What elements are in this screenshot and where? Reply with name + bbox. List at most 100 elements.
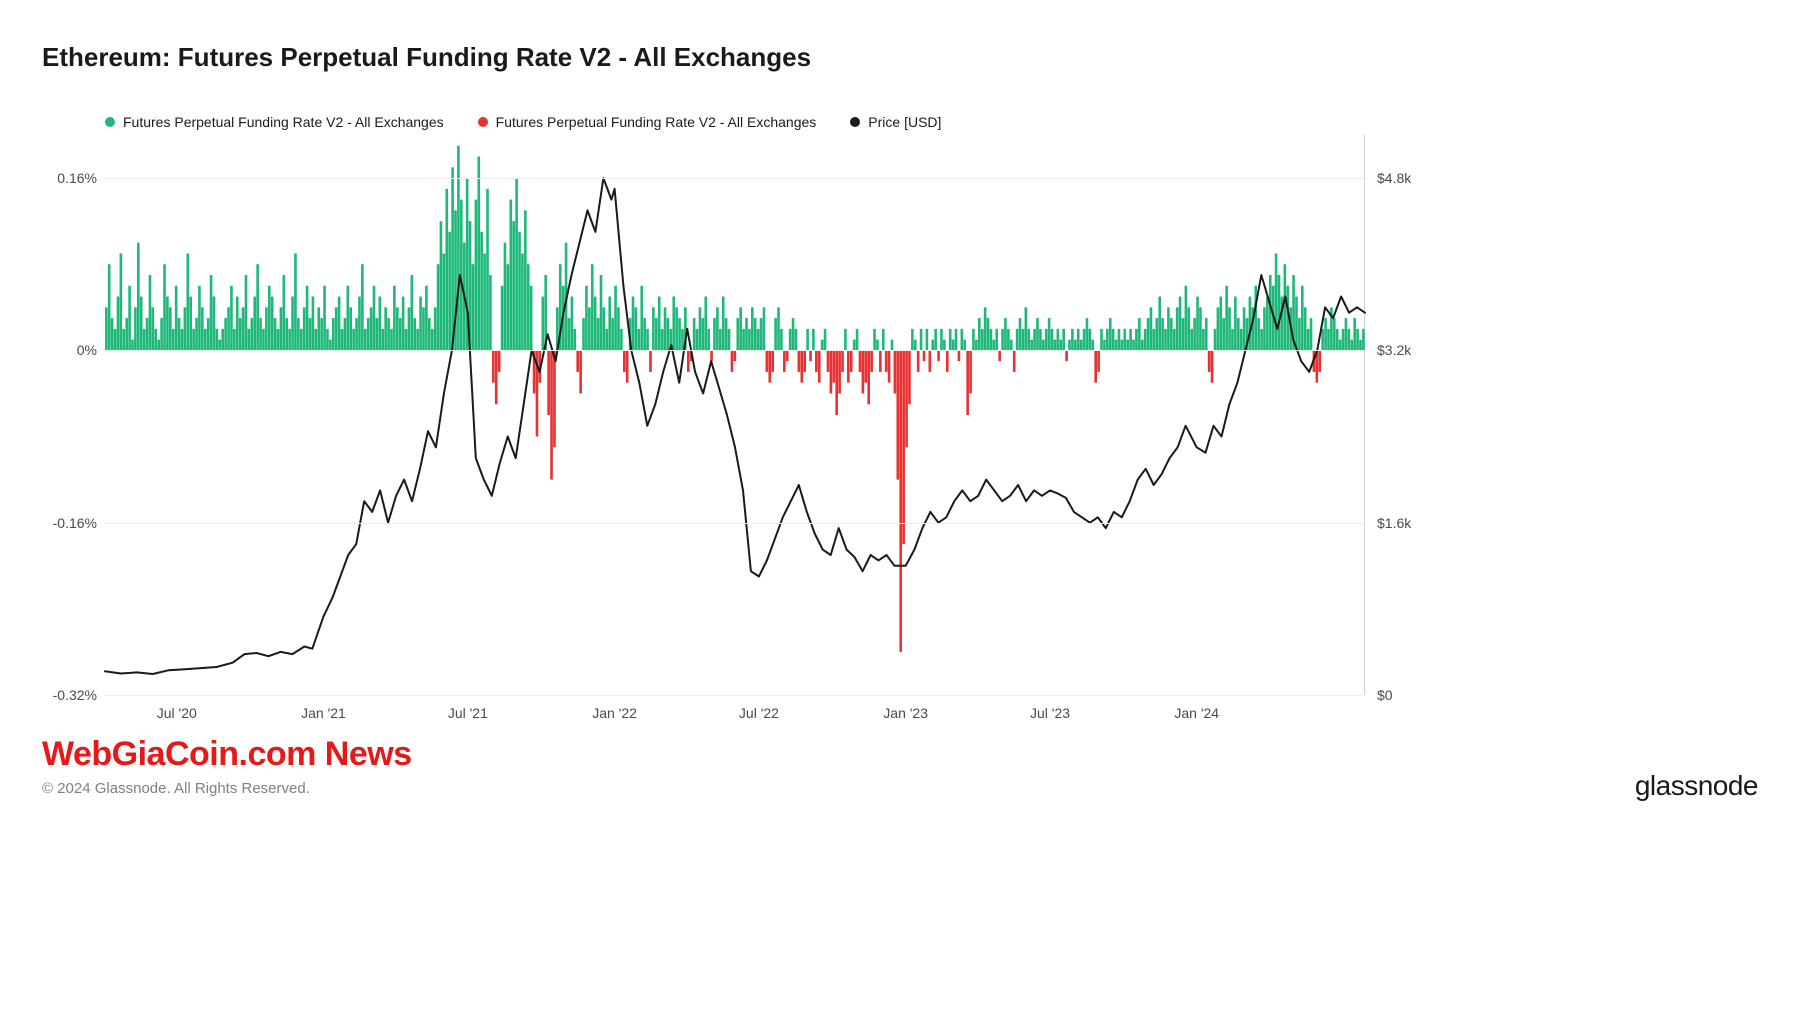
funding-bar <box>1045 329 1048 351</box>
funding-bar <box>795 329 798 351</box>
funding-bar <box>175 286 178 351</box>
funding-bar <box>192 329 195 351</box>
funding-bar <box>1068 340 1071 351</box>
funding-bar <box>1109 318 1112 350</box>
funding-bar <box>291 297 294 351</box>
funding-bar <box>1004 318 1007 350</box>
funding-bar <box>1025 307 1028 350</box>
funding-bar <box>413 318 416 350</box>
funding-bar <box>594 297 597 351</box>
funding-bar <box>262 329 265 351</box>
funding-bar <box>477 157 480 351</box>
funding-bar <box>344 318 347 350</box>
funding-bar <box>1132 340 1135 351</box>
chart-title: Ethereum: Futures Perpetual Funding Rate… <box>42 42 811 73</box>
funding-bar <box>166 297 169 351</box>
funding-bar <box>122 329 125 351</box>
funding-bar <box>972 329 975 351</box>
funding-bar <box>984 307 987 350</box>
funding-bar <box>859 350 862 372</box>
funding-bar <box>184 307 187 350</box>
funding-bar <box>574 329 577 351</box>
funding-bar <box>181 329 184 351</box>
y-axis-right-label: $0 <box>1377 687 1393 703</box>
funding-bar <box>1173 329 1176 351</box>
funding-bar <box>675 307 678 350</box>
funding-bar <box>824 329 827 351</box>
funding-bar <box>480 232 483 350</box>
funding-bar <box>1214 329 1217 351</box>
funding-bar <box>501 286 504 351</box>
funding-bar <box>367 318 370 350</box>
y-axis-right-label: $4.8k <box>1377 170 1411 186</box>
funding-bar <box>280 307 283 350</box>
y-axis-left-label: -0.16% <box>47 515 97 531</box>
funding-bar <box>696 329 699 351</box>
funding-bar <box>1249 297 1252 351</box>
funding-bar <box>888 350 891 382</box>
funding-bar <box>1304 307 1307 350</box>
funding-bar <box>146 318 149 350</box>
funding-bar <box>1179 297 1182 351</box>
funding-bar <box>172 329 175 351</box>
funding-bar <box>547 350 550 415</box>
funding-bar <box>338 297 341 351</box>
funding-bar <box>873 329 876 351</box>
funding-bar <box>157 340 160 351</box>
funding-bar <box>285 318 288 350</box>
funding-bar <box>1327 329 1330 351</box>
funding-bar <box>713 318 716 350</box>
funding-bar <box>411 275 414 350</box>
funding-bar <box>710 350 713 361</box>
funding-bar <box>1275 253 1278 350</box>
funding-bar <box>739 307 742 350</box>
funding-bar <box>771 350 774 372</box>
funding-bar <box>905 350 908 447</box>
funding-bar <box>489 275 492 350</box>
funding-bar <box>1007 329 1010 351</box>
funding-bar <box>809 350 812 361</box>
funding-bar <box>1106 329 1109 351</box>
funding-bar <box>486 189 489 351</box>
funding-bar <box>315 329 318 351</box>
funding-bar <box>667 318 670 350</box>
funding-bar <box>870 350 873 372</box>
funding-bar <box>832 350 835 382</box>
funding-bar <box>422 307 425 350</box>
funding-bar <box>207 318 210 350</box>
funding-bar <box>283 275 286 350</box>
funding-bar <box>626 350 629 382</box>
funding-bar <box>963 340 966 351</box>
funding-bar <box>1013 350 1016 372</box>
funding-bar <box>990 329 993 351</box>
funding-bar <box>760 318 763 350</box>
funding-bar <box>143 329 146 351</box>
funding-bar <box>786 350 789 361</box>
funding-bar <box>1234 297 1237 351</box>
funding-bar <box>125 318 128 350</box>
funding-bar <box>1138 318 1141 350</box>
funding-bar <box>917 350 920 372</box>
funding-bar <box>923 350 926 361</box>
funding-bar <box>518 232 521 350</box>
funding-bar <box>379 297 382 351</box>
funding-bar <box>265 307 268 350</box>
funding-bar <box>704 297 707 351</box>
funding-bar <box>894 350 897 393</box>
funding-bar <box>425 286 428 351</box>
funding-bar <box>1182 318 1185 350</box>
funding-bar <box>1089 329 1092 351</box>
funding-bar <box>1150 307 1153 350</box>
funding-bar <box>882 329 885 351</box>
funding-bar <box>754 318 757 350</box>
funding-bar <box>509 200 512 351</box>
funding-bar <box>448 232 451 350</box>
funding-bar <box>224 318 227 350</box>
funding-bar <box>1339 340 1342 351</box>
funding-bar <box>699 307 702 350</box>
funding-bar <box>757 329 760 351</box>
funding-bar <box>198 286 201 351</box>
funding-bar <box>352 329 355 351</box>
legend-label-price: Price [USD] <box>868 114 941 130</box>
x-axis-label: Jan '21 <box>301 705 346 721</box>
